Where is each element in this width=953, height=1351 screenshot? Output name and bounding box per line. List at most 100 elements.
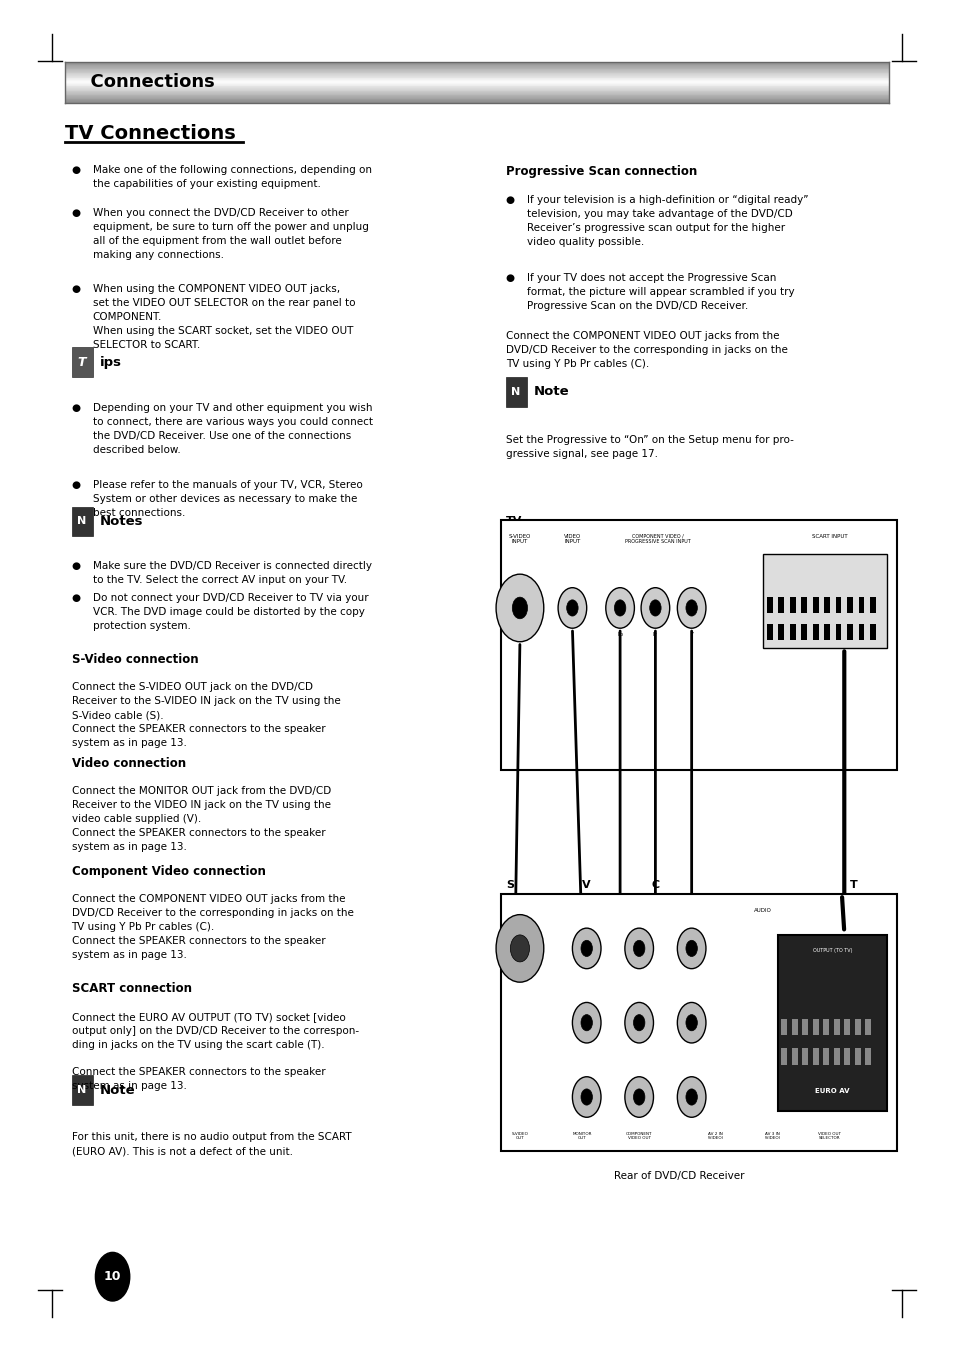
FancyBboxPatch shape <box>71 507 92 536</box>
Bar <box>864 1019 870 1035</box>
Circle shape <box>512 597 527 619</box>
Text: ●: ● <box>71 284 80 293</box>
Text: If your TV does not accept the Progressive Scan
format, the picture will appear : If your TV does not accept the Progressi… <box>526 273 794 311</box>
Text: EURO AV: EURO AV <box>814 1089 849 1094</box>
Text: Make one of the following connections, depending on
the capabilities of your exi: Make one of the following connections, d… <box>92 165 371 189</box>
Bar <box>812 597 818 613</box>
Text: VIDEO OUT
SELECTOR: VIDEO OUT SELECTOR <box>818 1132 841 1140</box>
Text: Pr: Pr <box>652 632 658 638</box>
Circle shape <box>633 940 644 957</box>
Circle shape <box>95 1252 130 1301</box>
Circle shape <box>685 1015 697 1031</box>
Text: COMPONENT VIDEO /
PROGRESSIVE SCAN INPUT: COMPONENT VIDEO / PROGRESSIVE SCAN INPUT <box>625 534 690 544</box>
Circle shape <box>633 1015 644 1031</box>
Text: S: S <box>506 880 514 890</box>
Text: Notes: Notes <box>100 515 144 528</box>
Bar <box>789 597 795 613</box>
Bar <box>766 624 772 640</box>
Bar <box>812 624 818 640</box>
Circle shape <box>580 1015 592 1031</box>
Circle shape <box>566 600 578 616</box>
Bar <box>822 1019 828 1035</box>
Text: MONITOR
OUT: MONITOR OUT <box>572 1132 591 1140</box>
Bar <box>858 624 863 640</box>
Text: S-VIDEO
OUT: S-VIDEO OUT <box>511 1132 528 1140</box>
Bar <box>500 520 896 770</box>
Bar <box>822 1048 828 1065</box>
Circle shape <box>624 928 653 969</box>
Text: TV: TV <box>505 516 521 526</box>
Bar <box>791 1019 797 1035</box>
FancyBboxPatch shape <box>71 1075 92 1105</box>
Text: OUTPUT (TO TV): OUTPUT (TO TV) <box>812 948 851 954</box>
Text: 10: 10 <box>104 1270 121 1283</box>
Text: Connect the SPEAKER connectors to the speaker
system as in page 13.: Connect the SPEAKER connectors to the sp… <box>71 1067 325 1092</box>
Circle shape <box>685 600 697 616</box>
Circle shape <box>580 1089 592 1105</box>
Text: ips: ips <box>100 355 122 369</box>
Text: For this unit, there is no audio output from the SCART
(EURO AV). This is not a : For this unit, there is no audio output … <box>71 1132 351 1156</box>
Bar <box>843 1019 849 1035</box>
Text: SCART connection: SCART connection <box>71 982 192 996</box>
Circle shape <box>510 935 529 962</box>
Text: Video connection: Video connection <box>71 757 186 770</box>
Bar <box>812 1019 818 1035</box>
Text: Connect the COMPONENT VIDEO OUT jacks from the
DVD/CD Receiver to the correspond: Connect the COMPONENT VIDEO OUT jacks fr… <box>71 894 353 961</box>
Text: Pb: Pb <box>617 632 622 638</box>
Circle shape <box>624 1002 653 1043</box>
Text: Set the Progressive to “On” on the Setup menu for pro-
gressive signal, see page: Set the Progressive to “On” on the Setup… <box>505 435 793 459</box>
Circle shape <box>558 588 586 628</box>
Text: ●: ● <box>71 561 80 570</box>
Bar <box>854 1019 860 1035</box>
Bar <box>762 554 886 648</box>
Bar <box>823 597 829 613</box>
Text: V: V <box>581 880 591 890</box>
Circle shape <box>624 1077 653 1117</box>
Bar <box>778 624 783 640</box>
Bar <box>789 624 795 640</box>
Circle shape <box>572 1077 600 1117</box>
Text: AUDIO: AUDIO <box>753 908 771 913</box>
Bar <box>781 1019 786 1035</box>
Circle shape <box>580 940 592 957</box>
Text: Progressive Scan connection: Progressive Scan connection <box>505 165 696 178</box>
FancyBboxPatch shape <box>505 377 526 407</box>
Text: S-Video connection: S-Video connection <box>71 653 198 666</box>
Text: ●: ● <box>505 195 514 204</box>
Bar <box>801 624 806 640</box>
Bar <box>778 597 783 613</box>
Text: Connect the EURO AV OUTPUT (TO TV) socket [video
output only] on the DVD/CD Rece: Connect the EURO AV OUTPUT (TO TV) socke… <box>71 1012 358 1050</box>
Text: If your television is a high-definition or “digital ready”
television, you may t: If your television is a high-definition … <box>526 195 807 246</box>
Text: SCART INPUT: SCART INPUT <box>811 534 847 539</box>
Text: AV 2 IN
(VIDEO): AV 2 IN (VIDEO) <box>706 1132 723 1140</box>
Text: Note: Note <box>534 385 569 399</box>
Bar <box>777 935 886 1111</box>
Text: When you connect the DVD/CD Receiver to other
equipment, be sure to turn off the: When you connect the DVD/CD Receiver to … <box>92 208 368 259</box>
Text: ●: ● <box>71 403 80 412</box>
Bar <box>864 1048 870 1065</box>
Text: When using the COMPONENT VIDEO OUT jacks,
set the VIDEO OUT SELECTOR on the rear: When using the COMPONENT VIDEO OUT jacks… <box>92 284 355 350</box>
Bar <box>835 624 841 640</box>
Text: COMPONENT
VIDEO OUT: COMPONENT VIDEO OUT <box>625 1132 652 1140</box>
Circle shape <box>649 600 660 616</box>
Text: N: N <box>77 516 87 527</box>
Text: S-VIDEO
INPUT: S-VIDEO INPUT <box>508 534 531 544</box>
Bar <box>791 1048 797 1065</box>
Text: Connect the MONITOR OUT jack from the DVD/CD
Receiver to the VIDEO IN jack on th: Connect the MONITOR OUT jack from the DV… <box>71 786 331 852</box>
Circle shape <box>640 588 669 628</box>
Bar <box>801 597 806 613</box>
Bar <box>835 597 841 613</box>
Text: Connect the COMPONENT VIDEO OUT jacks from the
DVD/CD Receiver to the correspond: Connect the COMPONENT VIDEO OUT jacks fr… <box>505 331 786 369</box>
Bar <box>833 1048 839 1065</box>
Bar <box>766 597 772 613</box>
Circle shape <box>496 915 543 982</box>
Text: Rear of DVD/CD Receiver: Rear of DVD/CD Receiver <box>614 1171 744 1181</box>
Circle shape <box>677 1002 705 1043</box>
Text: Make sure the DVD/CD Receiver is connected directly
to the TV. Select the correc: Make sure the DVD/CD Receiver is connect… <box>92 561 371 585</box>
Bar <box>812 1048 818 1065</box>
Circle shape <box>685 1089 697 1105</box>
Text: ●: ● <box>71 208 80 218</box>
Text: N: N <box>77 1085 87 1096</box>
FancyBboxPatch shape <box>65 62 888 103</box>
Bar <box>869 624 875 640</box>
